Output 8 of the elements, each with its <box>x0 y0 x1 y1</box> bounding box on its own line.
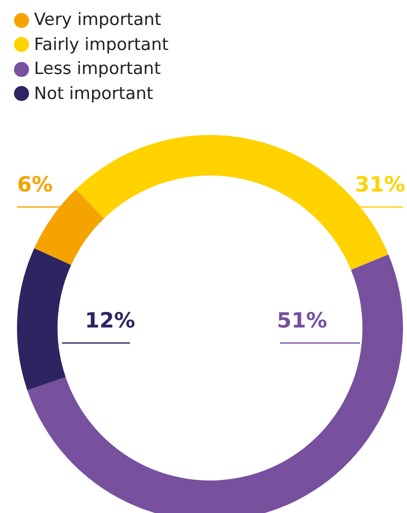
data-label: 12% <box>84 308 136 332</box>
legend-label: Not important <box>34 84 154 104</box>
data-label: 6% <box>17 172 53 196</box>
data-label: 51% <box>276 308 328 332</box>
legend-label: Very important <box>34 10 162 30</box>
data-label: 31% <box>354 172 406 196</box>
legend-label: Less important <box>34 59 161 80</box>
legend-label: Fairly important <box>34 34 169 55</box>
